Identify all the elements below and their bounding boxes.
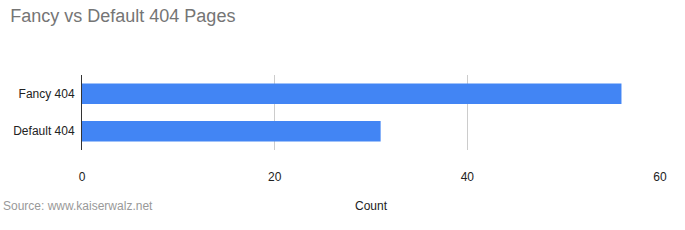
svg-text:Source: www.kaiserwalz.net: Source: www.kaiserwalz.net [3, 199, 153, 213]
svg-text:Count: Count [355, 199, 388, 213]
svg-text:0: 0 [79, 170, 86, 184]
svg-text:Fancy 404: Fancy 404 [19, 87, 75, 101]
svg-text:40: 40 [461, 170, 475, 184]
svg-text:20: 20 [268, 170, 282, 184]
svg-text:Fancy vs Default 404 Pages: Fancy vs Default 404 Pages [10, 6, 235, 26]
svg-text:60: 60 [653, 170, 667, 184]
svg-text:Default 404: Default 404 [13, 124, 75, 138]
